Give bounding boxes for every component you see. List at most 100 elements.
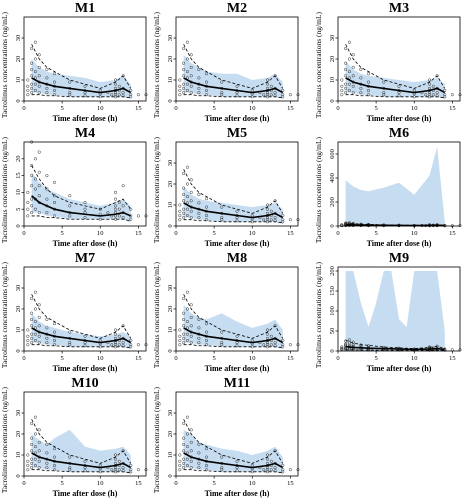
x-tick-label: 5 [61,230,64,237]
observed-point [27,201,30,204]
observed-point [341,89,344,92]
observed-point [137,468,140,471]
x-tick-label: 10 [249,355,256,362]
chart-title: M7 [75,251,95,266]
observed-point [27,464,30,467]
y-tick-label: 30 [15,410,22,417]
observed-point [179,343,182,346]
y-tick-label: 20 [167,306,174,313]
y-tick-label: 30 [329,35,336,42]
y-tick-label: 0 [167,349,174,352]
y-tick-label: 0 [329,99,336,102]
observed-point [182,297,185,300]
x-axis-label: Time after dose (h) [367,239,432,248]
x-tick-label: 5 [375,105,378,112]
x-tick-label: 5 [213,230,216,237]
observed-point [179,339,182,342]
observed-point [186,416,189,419]
observed-point [190,191,193,194]
observed-point [179,93,182,96]
x-axis-label: Time after dose (h) [53,489,118,498]
y-tick-label: 20 [329,56,336,63]
observed-point [352,66,355,69]
x-axis-label: Time after dose (h) [205,239,270,248]
observed-point [38,151,41,154]
observed-point [179,210,182,213]
observed-point [27,79,30,82]
observed-point [38,171,41,174]
y-tick-label: 10 [15,327,22,334]
observed-point [114,329,117,332]
observed-point [27,208,30,211]
observed-point [179,218,182,221]
x-tick-label: 5 [61,355,64,362]
observed-point [341,79,344,82]
chart-title: M4 [75,126,95,141]
y-tick-label: 0 [167,224,174,227]
x-tick-label: 15 [135,355,142,362]
observed-point [53,322,56,325]
x-axis-label: Time after dose (h) [205,114,270,123]
observed-point [122,184,125,187]
y-tick-label: 200 [329,197,336,207]
x-tick-label: 15 [449,355,456,362]
y-tick-label: 0 [15,224,22,227]
observed-point [179,89,182,92]
observed-point [367,72,370,75]
y-tick-label: 10 [15,452,22,459]
prediction-interval-band [346,147,445,226]
observed-point [179,214,182,217]
x-axis-label: Time after dose (h) [53,114,118,123]
y-tick-label: 20 [15,156,22,163]
x-tick-label: 0 [22,480,25,487]
observed-point [179,454,182,457]
x-tick-label: 10 [411,105,418,112]
x-tick-label: 10 [97,230,104,237]
y-tick-label: 10 [15,189,22,196]
y-axis-label: Tacrolimus concentrations (ng/mL) [152,136,161,243]
observed-point [114,198,117,201]
observed-point [46,68,49,71]
x-tick-label: 0 [174,355,177,362]
observed-point [34,41,37,44]
y-tick-label: 0 [329,224,336,227]
observed-point [360,68,363,71]
observed-point [451,93,454,96]
y-axis-label: Tacrolimus concentrations (ng/mL) [152,11,161,118]
y-axis-label: Tacrolimus concentrations (ng/mL) [314,136,323,243]
observed-point [27,468,30,471]
observed-point [186,41,189,44]
observed-point [341,93,344,96]
observed-point [182,422,185,425]
observed-point [182,47,185,50]
y-tick-label: 0 [15,349,22,352]
x-tick-label: 10 [249,480,256,487]
observed-point [341,85,344,88]
y-tick-label: 400 [329,173,336,183]
observed-point [137,215,140,218]
y-tick-label: 0 [15,99,22,102]
y-axis-label: Tacrolimus concentrations (ng/mL) [152,386,161,493]
prediction-interval-band [346,271,445,351]
observed-point [179,335,182,338]
observed-point [137,343,140,346]
observed-point [38,316,41,319]
y-tick-label: 20 [15,431,22,438]
chart-title: M5 [227,126,247,141]
x-tick-label: 0 [22,105,25,112]
prediction-interval-band [32,172,131,222]
x-tick-label: 0 [336,230,339,237]
x-tick-label: 10 [97,480,104,487]
observed-point [179,464,182,467]
y-axis-label: Tacrolimus concentrations (ng/mL) [0,261,9,368]
y-tick-label: 50 [329,328,336,335]
y-tick-label: 5 [15,208,22,211]
